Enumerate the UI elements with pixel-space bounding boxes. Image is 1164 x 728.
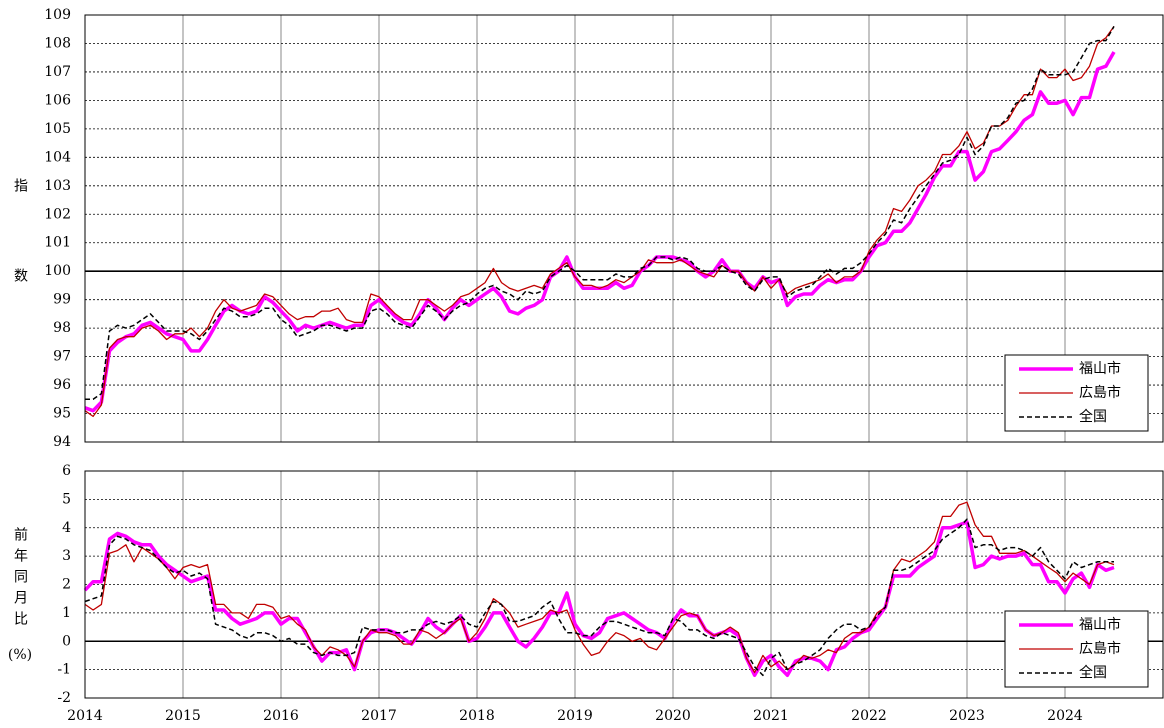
- y-axis-label: 前年同月比: [12, 526, 28, 632]
- y-tick-label: 4: [62, 520, 71, 536]
- y-tick-label: 97: [53, 349, 71, 365]
- series-line: [84, 501, 1115, 674]
- legend-label: 福山市: [1079, 616, 1121, 633]
- x-tick-label: 2015: [165, 708, 201, 724]
- x-tick-label: 2017: [361, 708, 397, 724]
- y-axis-unit: (%): [8, 647, 32, 663]
- y-tick-label: 98: [53, 320, 71, 336]
- series-line: [85, 26, 1115, 401]
- x-tick-label: 2023: [949, 708, 985, 724]
- y-tick-label: 94: [53, 434, 71, 450]
- y-tick-label: 105: [44, 121, 71, 137]
- x-tick-label: 2014: [67, 708, 103, 724]
- x-tick-label: 2024: [1047, 708, 1083, 724]
- y-tick-label: 1: [62, 605, 71, 621]
- y-tick-label: 102: [44, 206, 71, 222]
- plot-border: [84, 470, 1164, 699]
- y-tick-label: 2: [62, 577, 71, 593]
- x-tick-label: 2018: [459, 708, 495, 724]
- y-tick-label: -1: [57, 662, 71, 678]
- y-axis-label: 指数: [12, 178, 28, 358]
- x-tick-label: 2021: [753, 708, 789, 724]
- x-tick-label: 2019: [557, 708, 593, 724]
- y-tick-label: 5: [62, 491, 71, 507]
- y-tick-label: 99: [53, 292, 71, 308]
- legend-label: 福山市: [1079, 360, 1121, 377]
- y-tick-label: 6: [62, 463, 71, 479]
- legend-label: 全国: [1079, 664, 1107, 681]
- y-tick-label: 96: [53, 377, 71, 393]
- y-tick-label: 107: [44, 64, 71, 80]
- y-tick-label: 104: [44, 149, 71, 165]
- y-tick-label: 101: [44, 235, 71, 251]
- series-line: [84, 51, 1116, 413]
- y-tick-label: 3: [62, 548, 71, 564]
- y-tick-label: 100: [44, 263, 71, 279]
- y-tick-label: 109: [44, 7, 71, 23]
- y-tick-label: 95: [53, 406, 71, 422]
- x-tick-label: 2016: [263, 708, 299, 724]
- y-tick-label: -2: [57, 690, 71, 706]
- legend-label: 広島市: [1079, 384, 1121, 401]
- y-tick-label: 108: [44, 35, 71, 51]
- y-tick-label: 106: [44, 92, 71, 108]
- plot-border: [84, 14, 1164, 443]
- series-line: [83, 520, 1115, 678]
- legend-label: 全国: [1079, 408, 1107, 425]
- series-line: [84, 26, 1115, 418]
- y-tick-label: 0: [62, 633, 71, 649]
- y-tick-label: 103: [44, 178, 71, 194]
- x-tick-label: 2022: [851, 708, 887, 724]
- legend-label: 広島市: [1079, 640, 1121, 657]
- series-line: [84, 518, 1114, 677]
- x-tick-label: 2020: [655, 708, 691, 724]
